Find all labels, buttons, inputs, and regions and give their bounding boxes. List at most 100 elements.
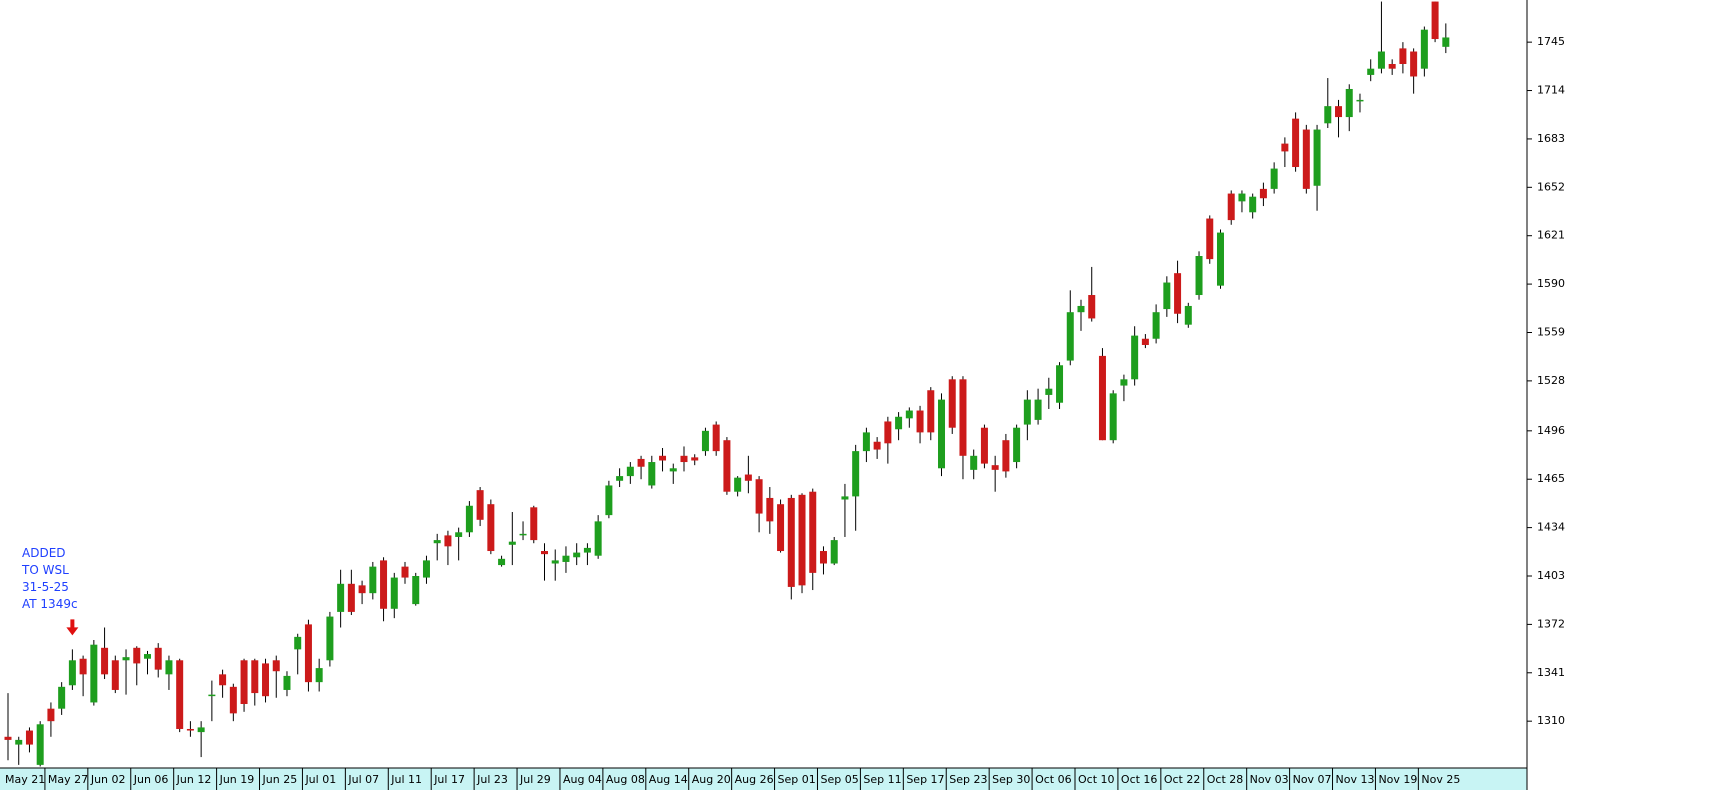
candle-body [1281,143,1289,152]
y-tick-label: 1683 [1537,132,1565,145]
candle-body [422,560,430,578]
candle-body [498,558,506,566]
candle-body [315,668,323,683]
candle-body [401,566,409,578]
candle-body [830,540,838,564]
candle-body [583,547,591,553]
candle-body [90,644,98,703]
candle-body [1324,106,1332,124]
x-tick-label: Oct 22 [1164,773,1201,786]
candle-body [1120,379,1128,386]
candle-body [959,379,967,456]
y-tick-label: 1403 [1537,569,1565,582]
x-tick-label: Jul 07 [347,773,379,786]
y-tick-label: 1372 [1537,617,1565,630]
candle-body [1420,29,1428,69]
candle-body [798,494,806,586]
x-tick-label: Oct 16 [1121,773,1158,786]
x-tick-label: Aug 08 [606,773,645,786]
candle-body [1131,335,1139,380]
candle-body [208,694,216,697]
candle-body [1313,129,1321,186]
candle-body [347,583,355,612]
candle-body [787,497,795,587]
candle-body [58,686,66,709]
x-tick-label: May 27 [48,773,88,786]
candle-body [616,476,624,481]
candle-body [1034,399,1042,420]
candle-body [1302,129,1310,189]
y-tick-label: 1341 [1537,666,1565,679]
candle-body [122,657,130,661]
date-band [0,768,1527,790]
candle-body [862,432,870,452]
candle-body [970,455,978,470]
x-tick-label: Aug 26 [735,773,774,786]
x-tick-label: Jul 17 [433,773,465,786]
candle-body [541,551,548,555]
candle-body [1206,218,1214,260]
x-tick-label: Sep 05 [820,773,858,786]
candle-body [1249,196,1257,213]
x-tick-label: Sep 17 [906,773,944,786]
candle-body [294,636,302,650]
candle-body [1442,37,1450,47]
candle-body [176,660,184,729]
candle-body [1399,48,1407,64]
candle-body [905,410,913,419]
candle-body [1292,118,1300,168]
x-tick-label: Jun 25 [262,773,298,786]
candle-body [1367,68,1375,75]
candle-body [701,430,709,452]
x-tick-label: Sep 23 [949,773,987,786]
y-tick-label: 1714 [1537,84,1565,97]
candle-body [487,504,495,552]
candle-body [573,552,581,558]
candle-body [980,427,988,464]
candle-body [1270,168,1278,189]
x-tick-label: Oct 28 [1207,773,1244,786]
y-tick-label: 1559 [1537,325,1565,338]
candle-body [991,465,999,470]
candle-body [326,616,334,661]
x-tick-label: Jul 11 [390,773,422,786]
candle-body [669,468,677,472]
candle-body [1335,106,1343,118]
candle-body [133,647,141,664]
candle-body [1388,64,1396,69]
candle-body [1431,1,1439,40]
y-tick-label: 1621 [1537,229,1565,242]
candle-body [229,686,237,714]
x-tick-label: Jul 29 [519,773,551,786]
annotation-line: AT 1349c [22,597,78,611]
candle-body [186,728,194,731]
candle-body [884,421,892,444]
candle-body [1163,282,1171,310]
candle-body [1098,355,1106,441]
candle-body [272,660,280,672]
candle-body [1356,99,1364,102]
candle-body [1174,273,1182,314]
y-tick-label: 1745 [1537,35,1565,48]
candle-body [101,647,109,675]
candle-body [562,555,570,562]
candle-body [1066,312,1074,361]
candle-body [1259,188,1267,199]
x-tick-label: Nov 03 [1250,773,1289,786]
candle-body [36,724,44,765]
candle-body [755,479,763,514]
candle-body [283,675,291,690]
candle-body [433,540,441,544]
y-tick-label: 1465 [1537,472,1565,485]
candle-body [1227,193,1235,221]
candle-body [380,560,388,609]
candle-body [927,390,935,433]
candle-body [337,583,345,612]
candle-body [1345,88,1353,118]
candle-body [1238,193,1246,202]
candle-body [1002,440,1010,472]
x-tick-label: Nov 19 [1378,773,1417,786]
x-tick-label: Oct 06 [1035,773,1072,786]
y-tick-label: 1434 [1537,521,1565,534]
